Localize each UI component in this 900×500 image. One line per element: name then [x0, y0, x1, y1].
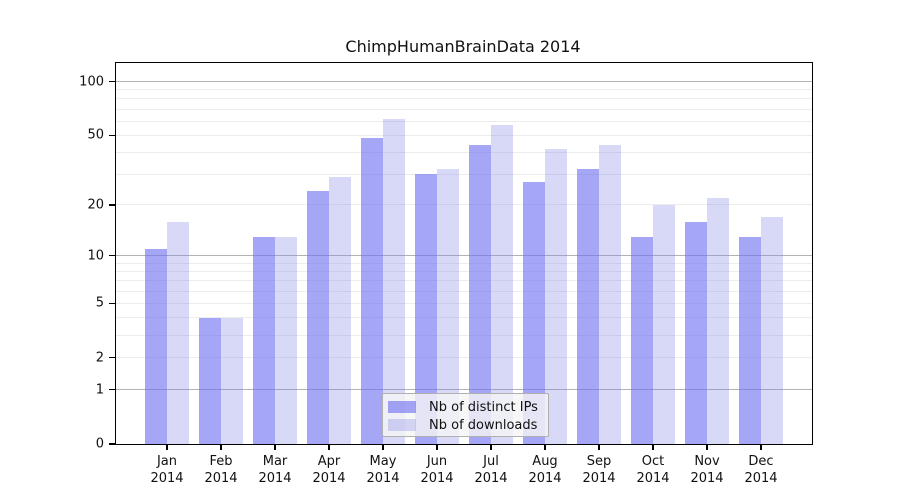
bar-nb-of-downloads-jun [437, 169, 459, 444]
bar-nb-of-downloads-mar [275, 236, 297, 444]
x-axis-tick-label: Mar 2014 [258, 454, 292, 486]
minor-gridline [116, 290, 812, 292]
bar-nb-of-downloads-apr [329, 176, 351, 444]
x-axis-tick [490, 444, 492, 450]
x-axis-tick-label: Jun 2014 [420, 454, 454, 486]
minor-gridline [116, 151, 812, 153]
y-axis-tick-label: 20 [87, 197, 104, 213]
y-axis-tick-label: 2 [95, 350, 104, 366]
x-axis-tick [760, 444, 762, 450]
minor-gridline [116, 120, 812, 122]
x-axis-tick-label: Feb 2014 [204, 454, 238, 486]
decade-gridline [116, 81, 812, 83]
bar-nb-of-distinct-ips-may [361, 138, 383, 444]
bar-nb-of-distinct-ips-apr [307, 191, 329, 444]
bar-nb-of-downloads-oct [653, 204, 675, 444]
bar-nb-of-distinct-ips-nov [685, 221, 707, 444]
minor-gridline [116, 204, 812, 206]
x-axis-tick-label: Nov 2014 [690, 454, 724, 486]
x-axis-tick [544, 444, 546, 450]
x-axis-tick [166, 444, 168, 450]
bar-nb-of-distinct-ips-jun [415, 174, 437, 444]
bar-nb-of-downloads-aug [545, 148, 567, 444]
legend-item: Nb of distinct IPs [388, 398, 548, 416]
x-axis-tick-label: Apr 2014 [312, 454, 346, 486]
bar-nb-of-distinct-ips-dec [739, 236, 761, 444]
x-axis-tick-label: Oct 2014 [636, 454, 670, 486]
minor-gridline [116, 173, 812, 175]
bar-nb-of-distinct-ips-mar [253, 236, 275, 444]
chart-title: ChimpHumanBrainData 2014 [345, 37, 581, 56]
x-axis-tick [598, 444, 600, 450]
bar-nb-of-distinct-ips-jul [469, 145, 491, 444]
x-axis-tick [706, 444, 708, 450]
legend-item: Nb of downloads [388, 416, 548, 434]
decade-gridline [116, 255, 812, 257]
y-axis-tick [109, 443, 115, 445]
bar-nb-of-downloads-jan [167, 221, 189, 444]
minor-gridline [116, 280, 812, 282]
legend: Nb of distinct IPs Nb of downloads [382, 393, 549, 437]
y-axis-tick [109, 81, 115, 83]
minor-gridline [116, 98, 812, 100]
x-axis-tick-label: Sep 2014 [582, 454, 616, 486]
minor-gridline [116, 302, 812, 304]
y-axis-tick [109, 134, 115, 136]
x-axis-tick [274, 444, 276, 450]
minor-gridline [116, 270, 812, 272]
x-axis-tick [382, 444, 384, 450]
minor-gridline [116, 89, 812, 91]
x-axis-tick [220, 444, 222, 450]
minor-gridline [116, 317, 812, 319]
bar-nb-of-distinct-ips-aug [523, 182, 545, 444]
legend-swatch [388, 401, 416, 413]
legend-label: Nb of distinct IPs [429, 399, 538, 415]
x-axis-tick-label: Aug 2014 [528, 454, 562, 486]
bar-nb-of-distinct-ips-oct [631, 236, 653, 444]
y-axis-tick [109, 357, 115, 359]
x-axis-tick [436, 444, 438, 450]
decade-gridline [116, 389, 812, 391]
y-axis-tick-label: 10 [87, 248, 104, 264]
bar-nb-of-downloads-sep [599, 145, 621, 444]
x-axis-tick-label: May 2014 [366, 454, 400, 486]
y-axis-tick [109, 255, 115, 257]
minor-gridline [116, 262, 812, 264]
x-axis-tick-label: Jan 2014 [150, 454, 184, 486]
x-axis-tick-label: Jul 2014 [474, 454, 508, 486]
bar-nb-of-downloads-may [383, 118, 405, 444]
legend-swatch [388, 419, 416, 431]
bar-nb-of-downloads-feb [221, 317, 243, 444]
y-axis-tick-label: 1 [95, 382, 104, 398]
minor-gridline [116, 134, 812, 136]
x-axis-tick-label: Dec 2014 [744, 454, 778, 486]
y-axis-tick-label: 5 [95, 295, 104, 311]
y-axis-tick-label: 100 [79, 74, 104, 90]
y-axis-tick [109, 302, 115, 304]
x-axis-tick [328, 444, 330, 450]
y-axis-tick [109, 388, 115, 391]
minor-gridline [116, 334, 812, 336]
bar-nb-of-distinct-ips-sep [577, 169, 599, 444]
x-axis-tick [652, 444, 654, 450]
bar-nb-of-distinct-ips-feb [199, 317, 221, 444]
plot-area: Nb of distinct IPs Nb of downloads 100 50… [79, 62, 813, 486]
bar-nb-of-downloads-nov [707, 197, 729, 444]
legend-label: Nb of downloads [429, 417, 538, 433]
y-axis-tick-label: 50 [87, 127, 104, 143]
minor-gridline [116, 108, 812, 110]
bar-nb-of-distinct-ips-jan [145, 248, 167, 444]
y-axis-tick-label: 0 [95, 436, 104, 452]
minor-gridline [116, 357, 812, 359]
y-axis-tick [109, 204, 115, 206]
bar-nb-of-downloads-dec [761, 217, 783, 444]
bar-nb-of-downloads-jul [491, 125, 513, 444]
